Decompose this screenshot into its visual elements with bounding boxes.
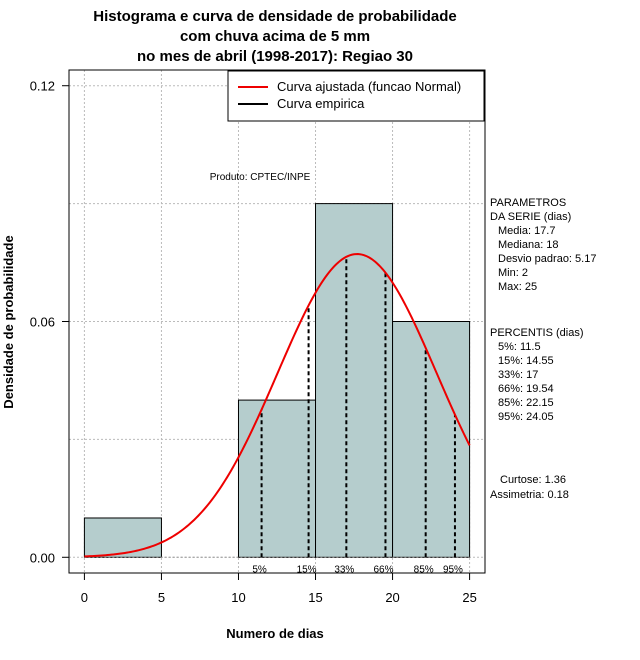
legend: Curva ajustada (funcao Normal) Curva emp… xyxy=(227,70,485,122)
percentile-labels: 5% 15% 33% 66% 85% 95% xyxy=(252,564,463,575)
param-mediana: Mediana: 18 xyxy=(498,239,559,251)
chart-title: Histograma e curva de densidade de proba… xyxy=(93,8,456,65)
title-line-2: com chuva acima de 5 mm xyxy=(180,28,370,45)
histogram-bar xyxy=(83,517,162,558)
histogram-bar xyxy=(392,321,471,558)
x-axis-label: Numero de dias xyxy=(226,626,324,641)
legend-label-empirical: Curva empirica xyxy=(277,96,365,111)
percentil-95: 95%: 24.05 xyxy=(498,411,554,423)
x-tick-label: 15 xyxy=(308,590,322,605)
percentile-label: 85% xyxy=(414,564,434,575)
histogram-bar xyxy=(237,399,317,558)
param-max: Max: 25 xyxy=(498,281,537,293)
y-axis: 0.00 0.06 0.12 xyxy=(30,79,70,565)
title-line-3: no mes de abril (1998-2017): Regiao 30 xyxy=(137,48,413,65)
normal-fit-curve xyxy=(84,253,471,558)
histogram-bar xyxy=(315,203,394,558)
x-tick-label: 5 xyxy=(158,590,165,605)
parametros-title-2: DA SERIE (dias) xyxy=(490,211,571,223)
percentis-title: PERCENTIS (dias) xyxy=(490,327,584,339)
histogram-bars xyxy=(83,203,471,558)
legend-label-fit: Curva ajustada (funcao Normal) xyxy=(277,79,461,94)
title-line-1: Histograma e curva de densidade de proba… xyxy=(93,8,456,25)
x-tick-label: 25 xyxy=(462,590,476,605)
percentil-66: 66%: 19.54 xyxy=(498,383,554,395)
x-axis: 0 5 10 15 20 25 xyxy=(81,572,477,605)
x-tick-label: 10 xyxy=(231,590,245,605)
param-min: Min: 2 xyxy=(498,267,528,279)
y-tick-label: 0.06 xyxy=(30,315,55,330)
percentil-15: 15%: 14.55 xyxy=(498,355,554,367)
percentile-label: 5% xyxy=(252,564,267,575)
stat-assimetria: Assimetria: 0.18 xyxy=(490,489,569,501)
side-panel: PARAMETROS DA SERIE (dias) Media: 17.7 M… xyxy=(490,197,596,501)
percentile-label: 66% xyxy=(373,564,393,575)
percentil-5: 5%: 11.5 xyxy=(498,341,541,353)
percentile-label: 33% xyxy=(334,564,354,575)
y-tick-label: 0.00 xyxy=(30,550,55,565)
percentile-label: 95% xyxy=(443,564,463,575)
y-tick-label: 0.12 xyxy=(30,79,55,94)
stat-curtose: Curtose: 1.36 xyxy=(500,474,566,486)
parametros-title-1: PARAMETROS xyxy=(490,197,566,209)
legend-box xyxy=(227,70,485,122)
x-tick-label: 20 xyxy=(385,590,399,605)
percentile-lines xyxy=(260,256,456,558)
x-tick-label: 0 xyxy=(81,590,88,605)
source-note: Produto: CPTEC/INPE xyxy=(210,172,311,183)
percentile-label: 15% xyxy=(297,564,317,575)
y-axis-label: Densidade de probabilidade xyxy=(1,235,16,408)
percentil-85: 85%: 22.15 xyxy=(498,397,554,409)
param-desvio: Desvio padrao: 5.17 xyxy=(498,253,596,265)
percentil-33: 33%: 17 xyxy=(498,369,538,381)
param-media: Media: 17.7 xyxy=(498,225,555,237)
